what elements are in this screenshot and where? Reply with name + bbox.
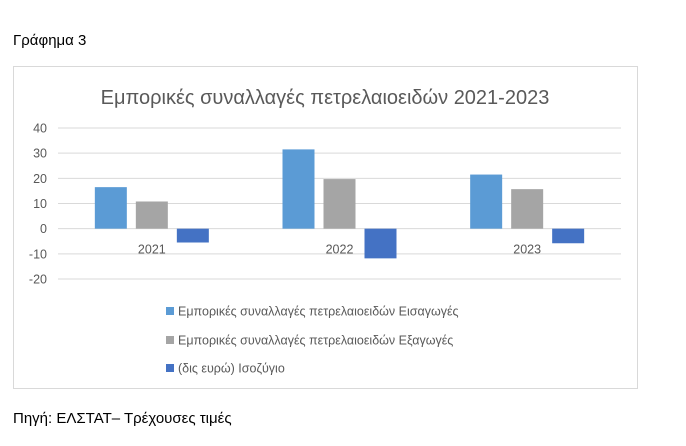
y-tick-label: 0	[40, 222, 47, 236]
bar-2023-s2	[511, 189, 544, 229]
legend-label: (δις ευρώ) Ισοζύγιο	[178, 362, 285, 376]
bar-2021-s2	[135, 201, 168, 229]
y-axis-ticks: 40 30 20 10 0 -10 -20	[29, 122, 47, 287]
x-tick-label: 2022	[326, 243, 354, 257]
legend-swatch	[166, 364, 174, 372]
legend-label: Εμπορικές συναλλαγές πετρελαιοειδών Εξαγ…	[178, 334, 453, 348]
x-axis-ticks: 2021 2022 2023	[138, 243, 541, 257]
legend-swatch	[166, 307, 174, 315]
bar-2021-s3	[176, 228, 209, 243]
bar-2021-s1	[94, 187, 127, 229]
x-tick-label: 2021	[138, 243, 166, 257]
y-tick-label: 30	[33, 147, 47, 161]
bar-2023-s3	[552, 228, 585, 244]
x-tick-label: 2023	[513, 243, 541, 257]
figure-caption: Γράφημα 3	[13, 32, 87, 49]
bar-2022-s1	[282, 149, 315, 229]
y-tick-label: 10	[33, 197, 47, 211]
source-note: Πηγή: ΕΛΣΤΑΤ– Τρέχουσες τιμές	[13, 410, 232, 427]
bar-2022-s2	[323, 179, 356, 229]
y-tick-label: -10	[29, 247, 47, 261]
y-tick-label: 20	[33, 172, 47, 186]
bar-2022-s3	[364, 228, 397, 259]
y-tick-label: -20	[29, 273, 47, 287]
legend-label: Εμπορικές συναλλαγές πετρελαιοειδών Εισα…	[178, 305, 459, 319]
legend-swatch	[166, 336, 174, 344]
legend: Εμπορικές συναλλαγές πετρελαιοειδών Εισα…	[166, 305, 459, 376]
y-tick-label: 40	[33, 122, 47, 136]
bars	[94, 149, 585, 259]
chart-title: Εμπορικές συναλλαγές πετρελαιοειδών 2021…	[101, 87, 550, 109]
bar-2023-s1	[470, 174, 503, 229]
